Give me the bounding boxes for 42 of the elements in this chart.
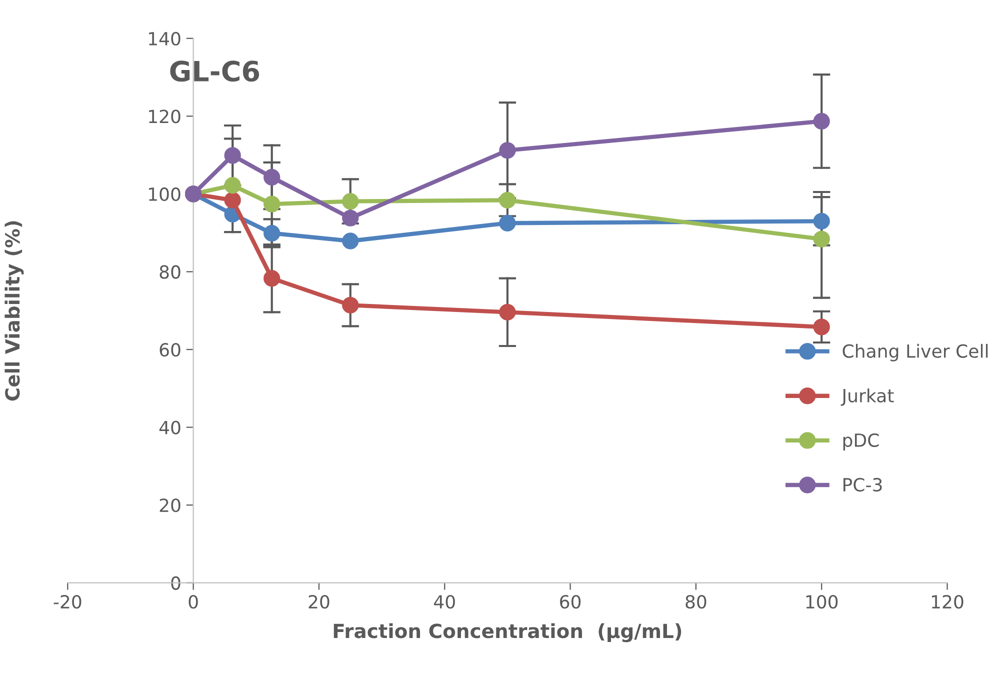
y-tick-label: 140 — [149, 32, 180, 46]
legend-label: Jurkat — [840, 388, 894, 406]
x-tick-label: 100 — [806, 594, 838, 609]
x-tick-label: -20 — [54, 594, 82, 609]
y-axis-title: Cell Viability (%) — [4, 221, 24, 401]
point — [342, 193, 359, 210]
point — [342, 210, 359, 226]
x-tick-label: 80 — [686, 594, 706, 609]
point — [813, 112, 830, 130]
point — [264, 168, 280, 186]
x-tick-label: 60 — [560, 594, 581, 609]
legend-label: pDC — [843, 433, 879, 451]
y-tick-label: 20 — [160, 498, 180, 512]
point — [342, 296, 359, 314]
x-tick-label: 20 — [308, 594, 330, 609]
point — [499, 142, 516, 159]
point — [499, 214, 516, 232]
y-tick-label: 100 — [149, 187, 180, 202]
y-tick-label: 60 — [160, 342, 180, 357]
legend-label: PC-3 — [844, 478, 882, 492]
point — [499, 192, 516, 208]
y-tick-label: 80 — [160, 265, 180, 279]
point — [499, 304, 516, 320]
point — [342, 232, 359, 250]
legend-label: Chang Liver Cell — [842, 344, 988, 362]
y-tick-label: 40 — [159, 420, 180, 434]
point — [264, 224, 280, 242]
point — [264, 270, 280, 287]
point — [813, 230, 830, 248]
x-tick-label: 0 — [188, 594, 198, 609]
point — [224, 177, 241, 194]
x-axis-title: Fraction Concentration (µg/mL) — [334, 623, 682, 642]
point — [224, 192, 241, 208]
text: GL-C6 — [170, 60, 260, 82]
point — [813, 212, 830, 230]
y-tick-label: 120 — [149, 110, 180, 124]
point — [264, 196, 280, 212]
y-tick-label: 0 — [171, 576, 180, 590]
point — [813, 318, 830, 336]
x-tick-label: 40 — [434, 594, 455, 609]
x-tick-label: 120 — [932, 594, 964, 609]
point — [224, 147, 241, 164]
